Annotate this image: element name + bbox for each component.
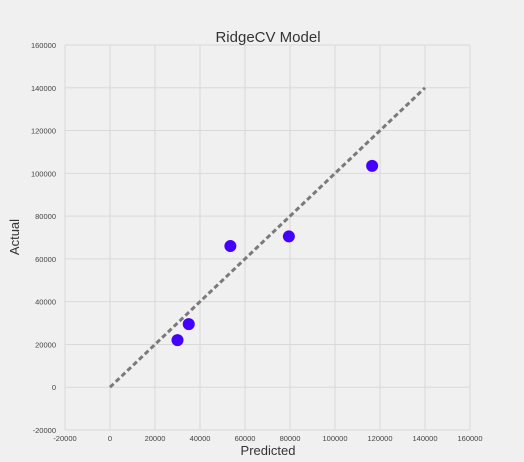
y-tick-label: 140000 — [31, 84, 56, 93]
x-tick-label: 160000 — [457, 434, 482, 443]
tick-labels: -20000 0 20000 40000 60000 80000 100000 120000 1… — [31, 41, 483, 443]
data-point — [282, 230, 295, 243]
grid — [64, 44, 471, 431]
y-tick-label: 40000 — [35, 298, 56, 307]
x-tick-label: 140000 — [412, 434, 437, 443]
y-tick-label: 120000 — [31, 127, 56, 136]
y-axis-label: Actual — [7, 219, 22, 255]
data-point — [171, 334, 184, 347]
reference-line-layer — [108, 86, 427, 389]
points-layer — [171, 159, 379, 347]
x-tick-label: -20000 — [53, 434, 76, 443]
reference-diagonal-line — [108, 86, 427, 389]
y-tick-label: 100000 — [31, 169, 56, 178]
x-tick-label: 0 — [108, 434, 112, 443]
y-tick-label: 20000 — [35, 340, 56, 349]
data-point — [366, 159, 379, 172]
y-tick-label: 80000 — [35, 212, 56, 221]
x-tick-label: 120000 — [367, 434, 392, 443]
chart-title: RidgeCV Model — [215, 29, 320, 46]
x-tick-label: 80000 — [280, 434, 301, 443]
x-axis-label: Predicted — [241, 443, 296, 458]
data-point — [182, 318, 195, 331]
y-tick-label: 0 — [52, 383, 56, 392]
data-point — [224, 240, 237, 253]
x-tick-label: 40000 — [190, 434, 211, 443]
x-tick-label: 60000 — [235, 434, 256, 443]
y-tick-label: -20000 — [33, 426, 56, 435]
y-tick-label: 60000 — [35, 255, 56, 264]
x-tick-label: 100000 — [322, 434, 347, 443]
x-tick-label: 20000 — [145, 434, 166, 443]
y-tick-label: 160000 — [31, 41, 56, 50]
